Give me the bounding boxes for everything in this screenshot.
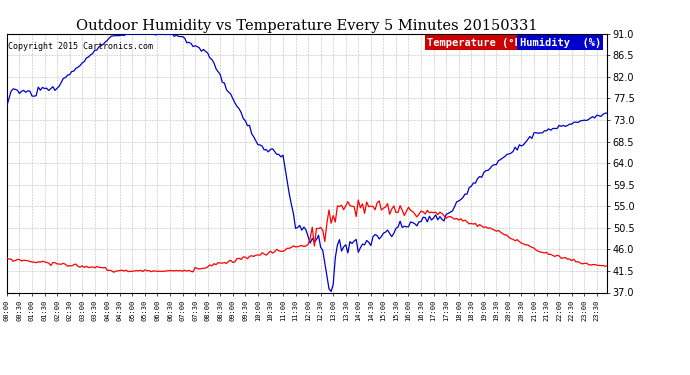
Title: Outdoor Humidity vs Temperature Every 5 Minutes 20150331: Outdoor Humidity vs Temperature Every 5 … xyxy=(77,19,538,33)
Text: Humidity  (%): Humidity (%) xyxy=(520,38,601,48)
Text: Copyright 2015 Cartronics.com: Copyright 2015 Cartronics.com xyxy=(8,42,152,51)
Text: Temperature (°F): Temperature (°F) xyxy=(427,38,527,48)
